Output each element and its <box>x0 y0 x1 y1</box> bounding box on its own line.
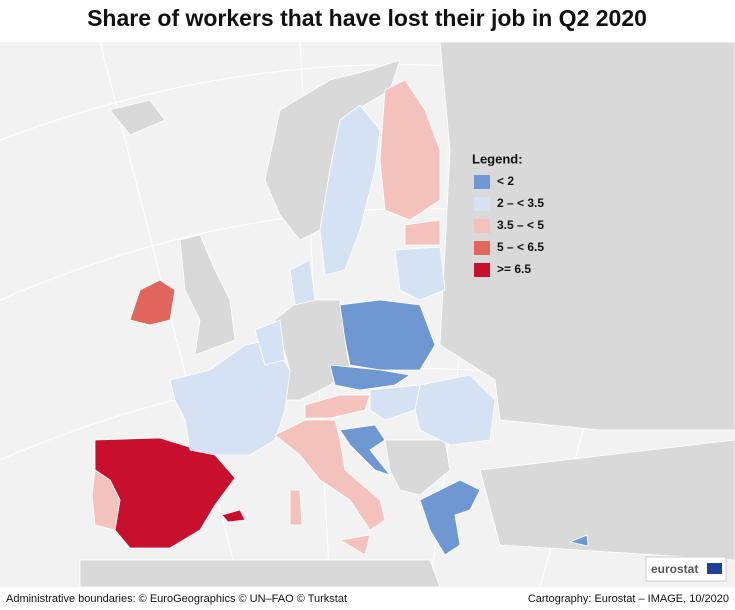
country <box>339 424 392 476</box>
legend-label: >= 6.5 <box>497 262 531 276</box>
legend-swatch <box>474 175 490 189</box>
legend-label: 3.5 – < 5 <box>497 218 544 232</box>
country <box>289 259 316 306</box>
eu-countries <box>91 79 589 556</box>
country <box>414 374 496 446</box>
legend-label: 2 – < 3.5 <box>497 196 544 210</box>
country <box>91 469 121 531</box>
country <box>274 419 386 531</box>
country <box>419 479 481 556</box>
non-eu-land <box>79 41 735 588</box>
country <box>379 79 441 221</box>
eu-flag <box>707 563 722 574</box>
legend-swatch <box>474 263 490 277</box>
footer-right: Cartography: Eurostat – IMAGE, 10/2020 <box>528 593 729 605</box>
legend-title: Legend: <box>472 151 523 166</box>
country <box>568 534 589 547</box>
country <box>319 104 381 276</box>
title: Share of workers that have lost their jo… <box>87 5 647 31</box>
country <box>404 219 441 246</box>
legend-swatch <box>474 197 490 211</box>
country <box>369 384 421 421</box>
country <box>129 279 176 326</box>
country <box>254 319 286 366</box>
country <box>329 364 412 391</box>
logo: eurostat <box>645 556 727 582</box>
country <box>169 339 291 456</box>
country <box>394 246 446 301</box>
logo-text: eurostat <box>651 562 698 576</box>
legend-swatch <box>474 241 490 255</box>
legend-swatch <box>474 219 490 233</box>
country <box>289 489 303 526</box>
legend-label: < 2 <box>497 174 514 188</box>
country <box>304 394 371 419</box>
footer-left: Administrative boundaries: © EuroGeograp… <box>6 593 347 605</box>
map: Legend: < 2 2 – < 3.5 3.5 – < 5 5 – < 6.5 >=… <box>0 41 735 588</box>
legend-label: 5 – < 6.5 <box>497 240 544 254</box>
country <box>221 509 246 523</box>
legend: Legend: < 2 2 – < 3.5 3.5 – < 5 5 – < 6.5 >=… <box>472 151 544 277</box>
country <box>338 534 371 556</box>
country <box>339 299 436 371</box>
